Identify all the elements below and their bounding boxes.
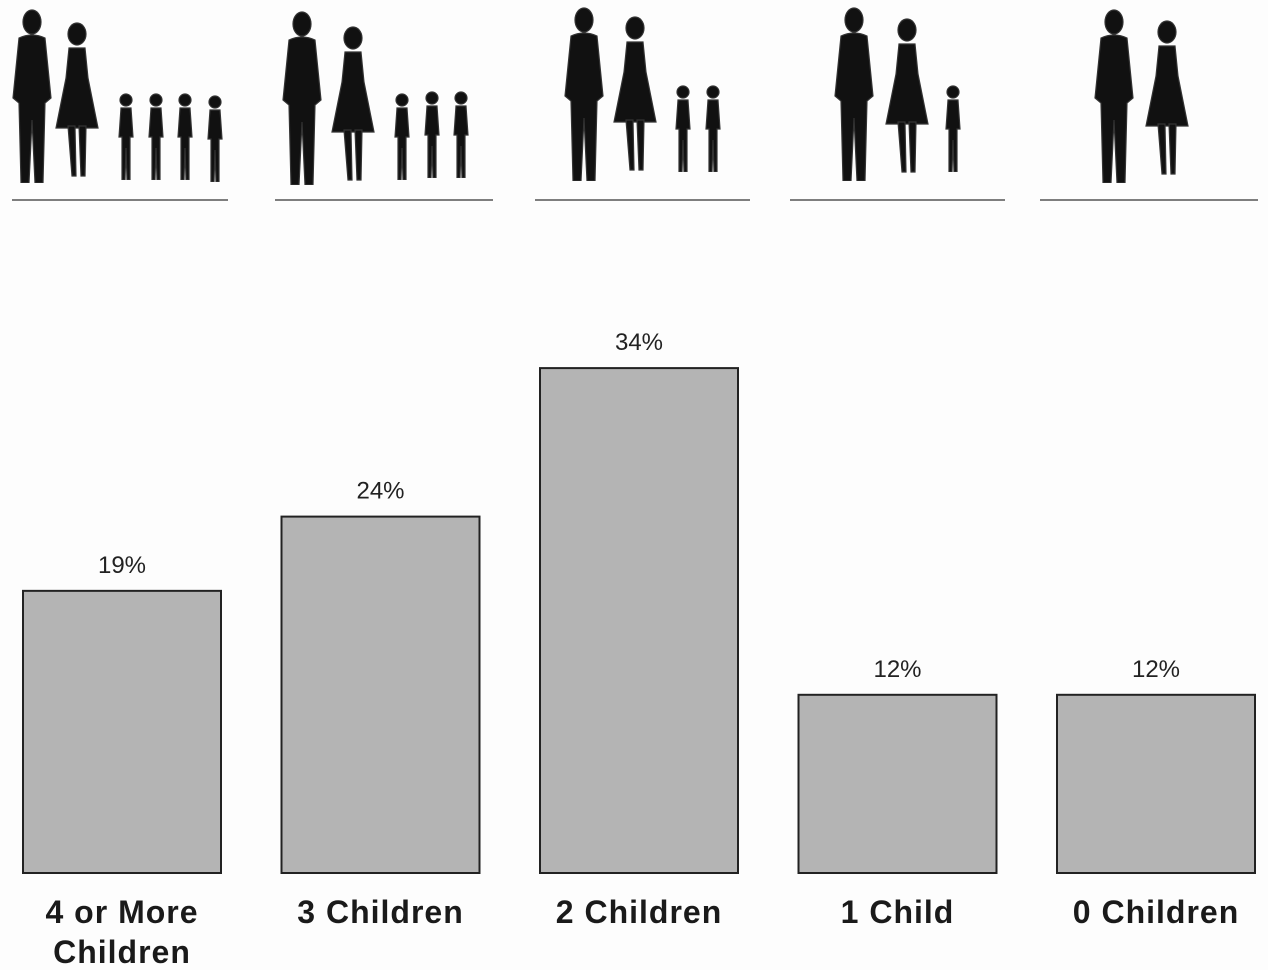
family-2-kids	[535, 7, 750, 201]
family-3-kids	[275, 11, 493, 201]
family-1-kid	[790, 7, 1005, 201]
value-label: 19%	[98, 552, 146, 579]
family-4-kids	[12, 9, 228, 201]
category-label: 2 Children	[555, 894, 723, 930]
value-label: 34%	[615, 329, 663, 356]
family-icons	[12, 7, 1258, 201]
value-label: 12%	[1132, 656, 1180, 683]
bar	[280, 515, 481, 874]
family-0-kids	[1040, 9, 1258, 201]
bar	[22, 589, 222, 874]
bars: 19% 24% 34% 12% 12%	[22, 329, 1256, 874]
category-label: 0 Children	[1072, 894, 1240, 930]
bar	[539, 367, 739, 874]
bar	[797, 693, 998, 874]
value-label: 12%	[873, 656, 921, 683]
category-label: 1 Child	[840, 894, 955, 930]
value-label: 24%	[356, 478, 404, 505]
category-label: 3 Children	[297, 894, 464, 930]
bar	[1056, 693, 1256, 874]
category-label: 4 or More Children	[45, 894, 199, 970]
